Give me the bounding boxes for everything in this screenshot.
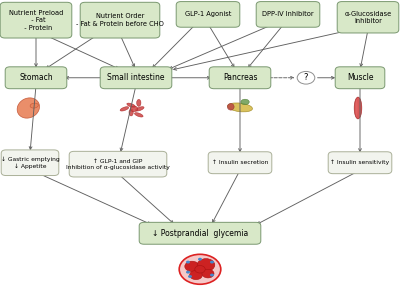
Ellipse shape (134, 113, 143, 117)
Circle shape (197, 259, 215, 271)
FancyBboxPatch shape (139, 222, 261, 244)
FancyBboxPatch shape (337, 2, 399, 33)
FancyBboxPatch shape (335, 67, 385, 89)
FancyBboxPatch shape (5, 67, 67, 89)
Text: ↑ Insulin secretion: ↑ Insulin secretion (212, 160, 268, 165)
Ellipse shape (129, 109, 133, 116)
Text: Pancreas: Pancreas (223, 73, 257, 82)
Circle shape (179, 254, 221, 284)
Text: Stomach: Stomach (19, 73, 53, 82)
Text: ?: ? (304, 73, 308, 82)
FancyBboxPatch shape (208, 152, 272, 174)
Circle shape (188, 275, 192, 278)
Text: Muscle: Muscle (347, 73, 373, 82)
Text: Nutrient Order
- Fat & Protein before CHO: Nutrient Order - Fat & Protein before CH… (76, 14, 164, 27)
Ellipse shape (17, 98, 40, 118)
Text: GLP-1 Agonist: GLP-1 Agonist (185, 12, 231, 17)
Ellipse shape (228, 103, 252, 112)
FancyBboxPatch shape (80, 2, 160, 38)
Circle shape (190, 270, 202, 280)
Circle shape (297, 71, 315, 84)
Ellipse shape (127, 103, 136, 107)
Ellipse shape (30, 103, 38, 108)
FancyBboxPatch shape (256, 2, 320, 27)
Circle shape (186, 271, 190, 274)
Circle shape (195, 266, 205, 273)
Circle shape (198, 258, 202, 261)
Text: Small intestine: Small intestine (107, 73, 165, 82)
Ellipse shape (356, 100, 358, 116)
Ellipse shape (120, 107, 129, 111)
Text: ↑ Insulin sensitivity: ↑ Insulin sensitivity (330, 160, 390, 165)
FancyBboxPatch shape (1, 150, 59, 176)
Ellipse shape (136, 107, 144, 111)
Text: ↓ Postprandial  glycemia: ↓ Postprandial glycemia (152, 229, 248, 238)
Circle shape (202, 269, 214, 278)
Circle shape (185, 261, 199, 272)
Ellipse shape (130, 106, 138, 112)
Text: ↓ Gastric emptying
↓ Appetite: ↓ Gastric emptying ↓ Appetite (1, 157, 59, 169)
Ellipse shape (354, 97, 362, 119)
Circle shape (186, 261, 190, 264)
FancyBboxPatch shape (328, 152, 392, 174)
Text: α-Glucosidase
Inhibitor: α-Glucosidase Inhibitor (344, 11, 392, 24)
Ellipse shape (241, 99, 249, 105)
FancyBboxPatch shape (176, 2, 240, 27)
Text: ↑ GLP-1 and GIP
Inhibition of α-glucosidase activity: ↑ GLP-1 and GIP Inhibition of α-glucosid… (66, 159, 170, 170)
Ellipse shape (137, 99, 141, 106)
Circle shape (210, 261, 214, 264)
FancyBboxPatch shape (0, 2, 72, 38)
FancyBboxPatch shape (100, 67, 172, 89)
Text: DPP-IV Inhibitor: DPP-IV Inhibitor (262, 12, 314, 17)
Circle shape (210, 274, 214, 276)
FancyBboxPatch shape (209, 67, 271, 89)
Ellipse shape (227, 103, 234, 110)
Text: Nutrient Preload
  - Fat
  - Protein: Nutrient Preload - Fat - Protein (9, 10, 63, 31)
FancyBboxPatch shape (69, 151, 167, 177)
